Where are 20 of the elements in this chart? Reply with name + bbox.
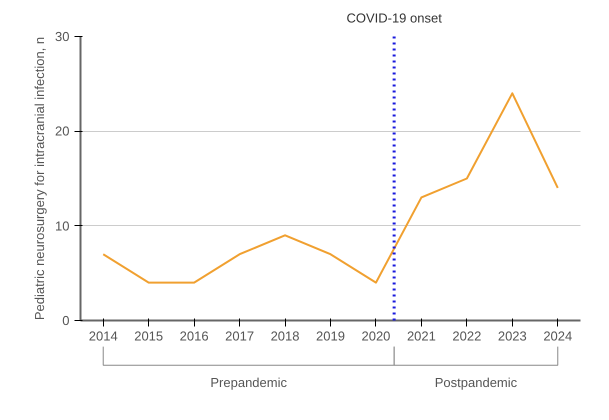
ref-line-label: COVID-19 onset	[346, 10, 442, 26]
line-series	[102, 92, 559, 284]
y-tick-label: 0	[62, 313, 70, 328]
y-tick-label: 30	[55, 29, 70, 44]
text: Prepandemic	[210, 375, 288, 390]
x-tick-label: 2014	[88, 328, 118, 344]
x-tick-label: 2020	[361, 328, 390, 344]
x-tick-label: 2015	[134, 328, 164, 344]
x-tick-label: 2022	[452, 328, 482, 344]
x-tick-label: 2024	[543, 328, 572, 344]
x-tick-label: 2019	[316, 328, 345, 344]
x-tick-label: 2017	[225, 328, 254, 344]
x-tick-label: 2016	[180, 328, 209, 344]
y-tick-label: 10	[55, 218, 70, 234]
x-tick-label: 2018	[270, 328, 300, 344]
x-tick-label: 2021	[406, 328, 436, 344]
y-axis-title: Pediatric neurosurgery for intracranial infection, n	[32, 36, 48, 320]
y-tick-label: 20	[55, 124, 70, 139]
x-tick-label: 2023	[498, 328, 527, 344]
text: Postpandemic	[434, 375, 518, 390]
